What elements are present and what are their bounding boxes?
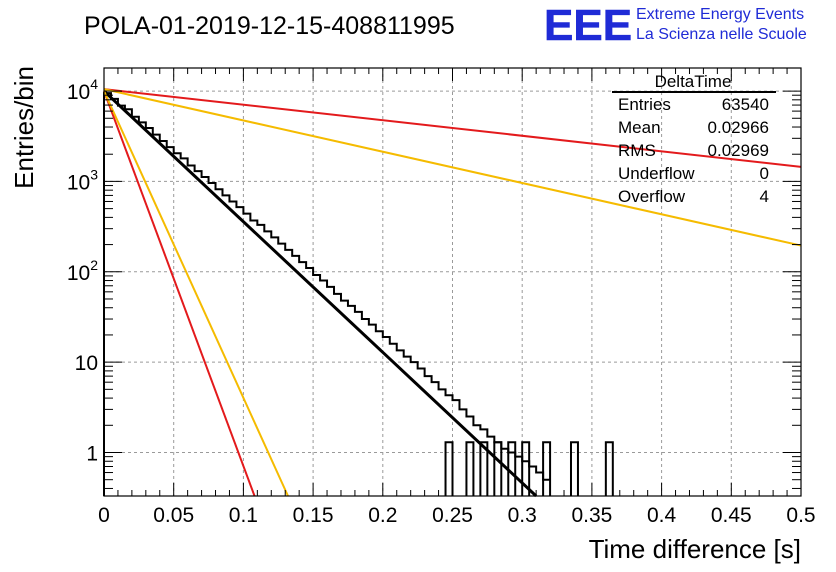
stats-label: Entries xyxy=(618,95,671,114)
y-tick-label: 102 xyxy=(67,257,98,285)
stats-label: Underflow xyxy=(618,164,695,183)
histogram-bin xyxy=(604,441,614,496)
x-tick-label: 0.35 xyxy=(571,504,612,527)
logo-line-2: La Scienza nelle Scuole xyxy=(636,26,807,43)
eee-logo: EEE Extreme Energy Events La Scienza nel… xyxy=(544,1,807,51)
y-tick-label: 103 xyxy=(67,166,98,194)
x-tick-label: 0.1 xyxy=(229,504,258,527)
stats-value: 4 xyxy=(760,187,769,206)
y-tick-label-exponent: 2 xyxy=(90,257,98,273)
y-tick-label: 104 xyxy=(67,76,98,104)
stats-value: 63540 xyxy=(722,95,769,114)
logo-line-1: Extreme Energy Events xyxy=(636,6,804,23)
y-tick-label-exponent: 3 xyxy=(90,166,98,182)
stats-label: Mean xyxy=(618,118,661,137)
y-tick-label-base: 10 xyxy=(67,262,90,285)
histogram-bin xyxy=(465,441,475,496)
y-tick-label: 10 xyxy=(75,352,98,375)
stats-label: Overflow xyxy=(618,187,686,206)
y-tick-label: 1 xyxy=(86,442,98,465)
stats-value: 0.02966 xyxy=(708,118,769,137)
eee-logo-mark: EEE xyxy=(544,1,632,50)
x-tick-label: 0.5 xyxy=(786,504,815,527)
chart-title: POLA-01-2019-12-15-408811995 xyxy=(84,12,455,40)
x-tick-label: 0.15 xyxy=(293,504,334,527)
x-tick-label: 0.05 xyxy=(153,504,194,527)
x-tick-label: 0.4 xyxy=(647,504,677,527)
histogram-bin xyxy=(569,441,579,496)
stats-value: 0.02969 xyxy=(708,141,769,160)
reference-line xyxy=(103,88,802,247)
plot-background xyxy=(104,68,801,496)
histogram-bin xyxy=(493,441,503,496)
histogram-bin xyxy=(521,441,531,496)
y-axis-label: Entries/bin xyxy=(9,66,39,189)
histogram-bin xyxy=(444,441,454,496)
y-tick-label-base: 10 xyxy=(67,81,90,104)
histogram-bin xyxy=(479,441,489,496)
histogram-bin xyxy=(542,441,552,496)
reference-line xyxy=(103,90,289,497)
x-tick-label: 0.3 xyxy=(508,504,537,527)
histogram xyxy=(103,92,614,496)
fit-curves xyxy=(102,88,802,498)
x-tick-label: 0.25 xyxy=(432,504,473,527)
histogram-outline xyxy=(103,92,551,496)
stats-box: DeltaTime Entries 63540 Mean 0.02966 RMS… xyxy=(612,72,776,206)
stats-title: DeltaTime xyxy=(655,72,732,91)
x-tick-label: 0 xyxy=(98,504,110,527)
x-axis-ticks: 0 0.05 0.1 0.15 0.2 0.25 0.3 0.35 0.4 0.45 0.5 xyxy=(98,68,816,527)
stats-value: 0 xyxy=(760,164,769,183)
plot-area: 0 0.05 0.1 0.15 0.2 0.25 0.3 0.35 0.4 0.45 0.5 104… xyxy=(67,67,816,527)
x-axis-label: Time difference [s] xyxy=(589,534,801,564)
x-tick-label: 0.2 xyxy=(368,504,397,527)
reference-line xyxy=(103,90,256,497)
y-tick-label-base: 10 xyxy=(67,171,90,194)
x-tick-label: 0.45 xyxy=(711,504,752,527)
stats-label: RMS xyxy=(618,141,656,160)
y-tick-label-exponent: 4 xyxy=(90,76,98,92)
reference-line xyxy=(103,88,802,168)
fit-line xyxy=(102,89,538,498)
